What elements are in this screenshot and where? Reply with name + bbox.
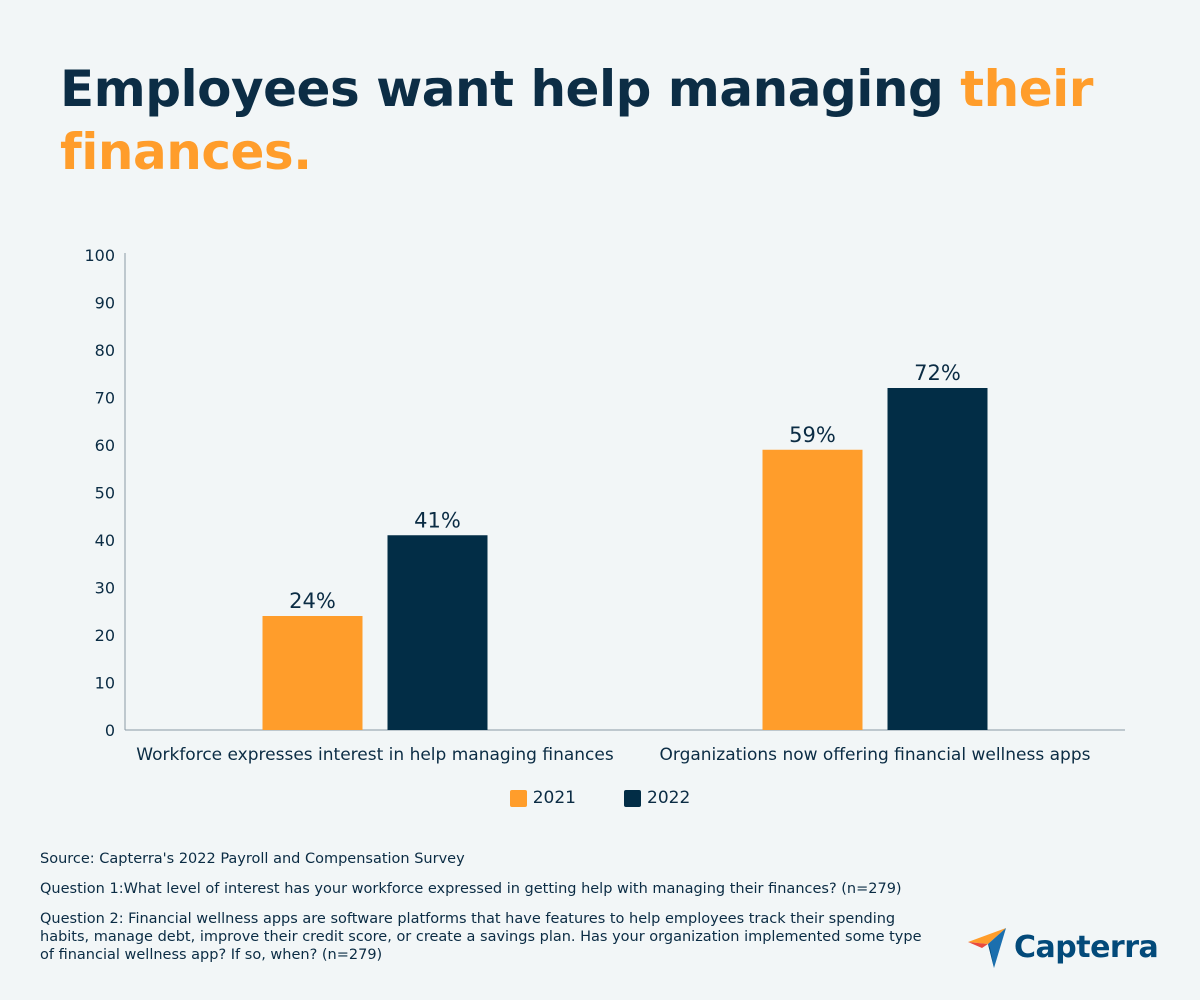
- legend-swatch-2021: [509, 789, 527, 807]
- title-main: Employees want help managing: [60, 60, 961, 118]
- capterra-arrow-icon: [968, 928, 1006, 968]
- bar-2021-0: [262, 616, 363, 730]
- y-tick-label: 0: [105, 721, 115, 740]
- title-accent: their finances.: [60, 60, 1093, 181]
- bar-2021-1: [762, 449, 863, 730]
- logo-text: Capterra: [1014, 929, 1159, 965]
- bar-2022-0: [387, 535, 488, 730]
- legend: 2021 2022: [0, 788, 1200, 808]
- y-tick-label: 90: [95, 294, 115, 313]
- category-label: Organizations now offering financial wel…: [660, 745, 1091, 765]
- y-tick-label: 10: [95, 674, 115, 693]
- y-tick-label: 100: [84, 246, 115, 265]
- y-tick-label: 30: [95, 579, 115, 598]
- y-tick-label: 60: [95, 436, 115, 455]
- data-label: 41%: [414, 508, 461, 532]
- legend-label-2021: 2021: [532, 788, 576, 808]
- y-tick-label: 20: [95, 626, 115, 645]
- bar-2022-1: [887, 388, 988, 730]
- question-1-note: Question 1:What level of interest has yo…: [40, 881, 902, 897]
- legend-item-2021: 2021: [509, 788, 576, 808]
- source-note: Source: Capterra's 2022 Payroll and Comp…: [40, 851, 465, 867]
- legend-label-2022: 2022: [647, 788, 691, 808]
- data-label: 24%: [289, 589, 336, 613]
- y-tick-label: 40: [95, 531, 115, 550]
- footnotes: Source: Capterra's 2022 Payroll and Comp…: [40, 850, 940, 976]
- data-label: 72%: [914, 361, 961, 385]
- page-title: Employees want help managing their finan…: [60, 58, 1140, 184]
- bar-chart: 0 10 20 30 40 50 60 70 80 90 100 24% 41% Workforce ex…: [84, 246, 1125, 765]
- data-label: 59%: [789, 423, 836, 447]
- category-label: Workforce expresses interest in help man…: [136, 745, 614, 765]
- legend-swatch-2022: [624, 789, 641, 807]
- capterra-logo: Capterra: [968, 926, 1159, 968]
- legend-item-2022: 2022: [624, 788, 690, 808]
- question-2-note: Question 2: Financial wellness apps are …: [40, 911, 922, 963]
- y-tick-label: 80: [95, 341, 115, 360]
- y-tick-label: 50: [95, 484, 115, 503]
- y-tick-label: 70: [95, 389, 115, 408]
